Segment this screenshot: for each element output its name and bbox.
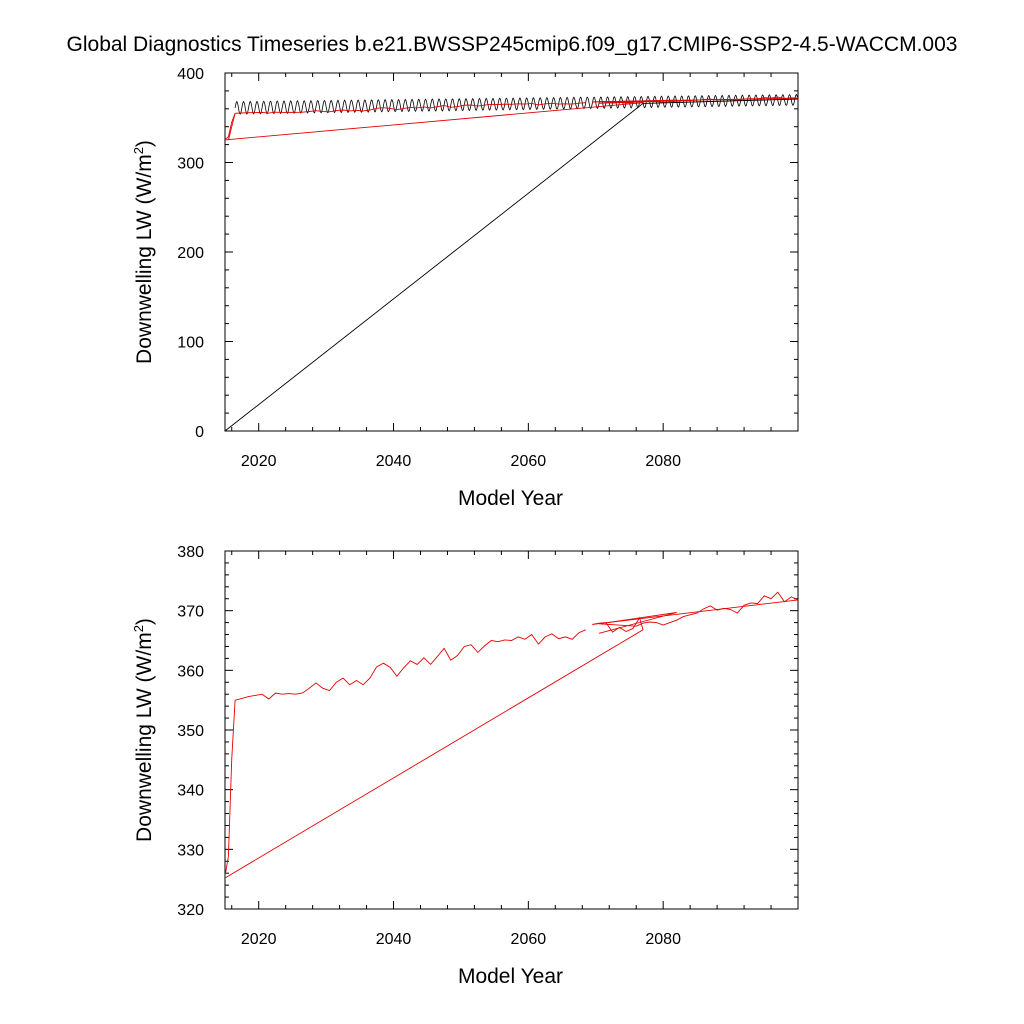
chart-panel-top: 2020 2040 2060 2080 0 100 200 300 400 Model Year D… bbox=[131, 66, 799, 510]
y-tick-label: 400 bbox=[177, 66, 204, 83]
series-annual-overlay bbox=[225, 102, 586, 141]
x-tick-label: 2020 bbox=[241, 931, 277, 948]
series-annual bbox=[225, 629, 586, 877]
x-tick-label: 2060 bbox=[511, 453, 547, 470]
chart-panel-bottom: 2020 2040 2060 2080 320 330 340 350 360 370 380 Mod… bbox=[131, 544, 799, 988]
series-monthly bbox=[225, 98, 798, 431]
figure-title: Global Diagnostics Timeseries b.e21.BWSS… bbox=[66, 33, 958, 56]
y-tick-label: 300 bbox=[177, 156, 204, 173]
x-axis-title: Model Year bbox=[458, 965, 563, 988]
y-tick-label: 0 bbox=[195, 424, 204, 441]
y-tick-label: 340 bbox=[177, 783, 204, 800]
y-tick-label: 360 bbox=[177, 663, 204, 680]
x-axis-title: Model Year bbox=[458, 487, 563, 510]
x-tick-label: 2080 bbox=[645, 931, 681, 948]
series-annual bbox=[227, 113, 236, 141]
series-annual-tail bbox=[598, 591, 798, 634]
y-tick-label: 320 bbox=[177, 902, 204, 919]
y-tick-label: 380 bbox=[177, 544, 204, 561]
series-annual-trend bbox=[592, 599, 798, 625]
series-annual-continued bbox=[225, 616, 644, 879]
y-tick-label: 350 bbox=[177, 723, 204, 740]
plot-frame bbox=[224, 72, 799, 432]
x-tick-label: 2060 bbox=[511, 931, 547, 948]
y-tick-label: 100 bbox=[177, 335, 204, 352]
y-tick-label: 370 bbox=[177, 604, 204, 621]
y-tick-label: 330 bbox=[177, 842, 204, 859]
x-tick-label: 2040 bbox=[376, 931, 412, 948]
y-axis-title: Downwelling LW (W/m2) bbox=[131, 140, 156, 364]
x-tick-label: 2040 bbox=[376, 453, 412, 470]
plot-area bbox=[225, 93, 798, 431]
plot-frame bbox=[224, 550, 799, 910]
series-annual-overlay bbox=[592, 97, 798, 103]
x-tick-label: 2020 bbox=[241, 453, 277, 470]
y-tick-label: 200 bbox=[177, 245, 204, 262]
series-annual-overlay bbox=[599, 96, 798, 104]
x-tick-label: 2080 bbox=[645, 453, 681, 470]
y-axis-title: Downwelling LW (W/m2) bbox=[131, 618, 156, 842]
plot-area bbox=[225, 591, 798, 879]
